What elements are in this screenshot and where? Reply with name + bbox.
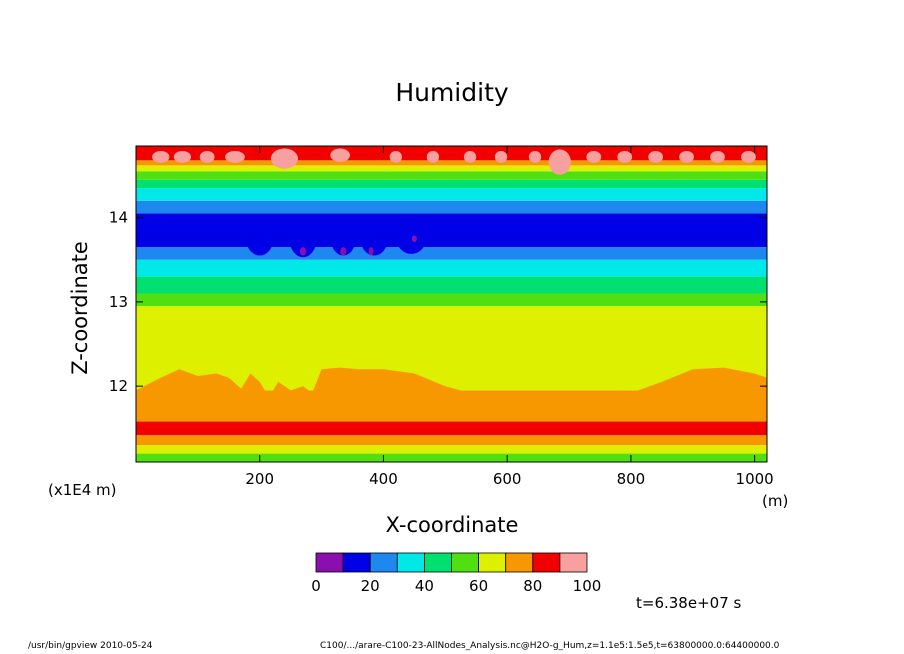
contour-blob-1 <box>179 221 205 248</box>
colorbar-label-5: 100 <box>573 577 602 595</box>
axis-ticks: 200 400 600 800 1000 12 13 14 <box>109 146 774 488</box>
contour-blob-14 <box>658 223 678 246</box>
colorbar-cell-9 <box>559 552 588 573</box>
contour-band-8 <box>136 259 767 277</box>
contour-blob-0 <box>146 222 169 247</box>
x-tick-label-0: 200 <box>245 470 274 488</box>
contour-band-1 <box>136 445 767 454</box>
contour-band-5 <box>136 306 767 391</box>
plot-frame <box>135 145 768 463</box>
colorbar: 0 20 40 60 80 100 <box>311 552 602 595</box>
contour-blob-17 <box>299 247 307 256</box>
colorbar-label-3: 60 <box>469 577 488 595</box>
contour-blob-26 <box>330 148 351 163</box>
colorbar-label-1: 20 <box>361 577 380 595</box>
colorbar-label-2: 40 <box>415 577 434 595</box>
colorbar-cell-5 <box>451 552 480 573</box>
contour-blob-31 <box>528 151 542 163</box>
colorbar-cell-4 <box>423 552 452 573</box>
contour-blob-33 <box>586 151 602 163</box>
contour-blob-11 <box>531 230 545 243</box>
contour-band-6 <box>136 293 767 307</box>
contour-blob-3 <box>246 221 274 256</box>
contour-blob-16 <box>741 224 756 245</box>
contour-blob-38 <box>741 151 756 163</box>
contour-blob-10 <box>507 230 520 243</box>
contour-blob-37 <box>710 151 725 163</box>
y-scale-label: (x1E4 m) <box>48 481 117 499</box>
contour-blob-23 <box>199 151 215 163</box>
contour-blob-30 <box>494 151 508 163</box>
contour-blob-34 <box>617 151 633 163</box>
contour-blob-13 <box>622 224 640 245</box>
contour-band-9 <box>136 247 767 260</box>
contour-blob-18 <box>340 247 347 256</box>
colorbar-cell-7 <box>505 552 534 573</box>
contour-blob-9 <box>466 230 480 243</box>
x-tick-label-4: 1000 <box>736 470 774 488</box>
colorbar-label-4: 80 <box>523 577 542 595</box>
x-tick-label-3: 800 <box>617 470 646 488</box>
contour-blob-7 <box>396 223 427 254</box>
colorbar-cell-1 <box>342 552 371 573</box>
contour-blob-8 <box>440 229 456 243</box>
contour-band-0 <box>136 453 767 462</box>
y-tick-label-1: 13 <box>109 293 128 311</box>
contour-blob-29 <box>463 151 477 163</box>
chart-title: Humidity <box>395 78 509 107</box>
colorbar-cell-3 <box>396 552 425 573</box>
footer-left: /usr/bin/gpview 2010-05-24 <box>28 641 153 651</box>
contour-blob-35 <box>648 151 664 163</box>
contour-blob-12 <box>591 226 603 243</box>
y-axis-label: Z-coordinate <box>68 241 92 375</box>
colorbar-cell-2 <box>369 552 398 573</box>
contour-blob-32 <box>548 149 571 175</box>
contour-band-16 <box>136 160 767 166</box>
contour-blob-22 <box>173 151 192 163</box>
contour-band-13 <box>136 179 767 189</box>
contour-blob-28 <box>426 151 440 163</box>
contour-band-7 <box>136 276 767 294</box>
contour-blob-19 <box>368 247 374 256</box>
x-tick-label-2: 600 <box>493 470 522 488</box>
y-tick-label-0: 12 <box>109 377 128 395</box>
colorbar-label-0: 0 <box>311 577 321 595</box>
contour-band-14 <box>136 171 767 180</box>
contour-blob-4 <box>289 220 317 258</box>
contour-blob-25 <box>270 148 299 169</box>
x-unit-label: (m) <box>762 492 789 510</box>
contour-band-2 <box>136 435 767 446</box>
footer-right: C100/.../arare-C100-23-AllNodes_Analysis… <box>320 641 780 651</box>
x-axis-label: X-coordinate <box>385 513 519 537</box>
y-tick-label-2: 14 <box>109 209 128 227</box>
contour-band-11 <box>136 200 767 214</box>
contour-blob-21 <box>152 151 170 163</box>
colorbar-cell-0 <box>315 552 344 573</box>
contour-region-70-80 <box>136 367 767 422</box>
contour-band-12 <box>136 188 767 201</box>
contour-blob-36 <box>679 151 695 163</box>
time-label: t=6.38e+07 s <box>636 594 742 612</box>
contour-fill <box>136 146 767 462</box>
contour-blob-15 <box>701 223 722 246</box>
contour-blob-2 <box>217 222 240 247</box>
colorbar-cell-8 <box>532 552 561 573</box>
contour-band-15 <box>136 165 767 172</box>
contour-blob-20 <box>411 235 417 243</box>
contour-blob-24 <box>225 151 245 163</box>
x-tick-label-1: 400 <box>369 470 398 488</box>
colorbar-cell-6 <box>478 552 507 573</box>
contour-band-3 <box>136 421 767 436</box>
contour-blob-6 <box>360 221 388 256</box>
contour-blob-5 <box>330 221 356 256</box>
contour-blob-27 <box>389 151 403 163</box>
